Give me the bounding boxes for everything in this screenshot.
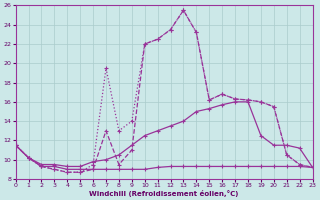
X-axis label: Windchill (Refroidissement éolien,°C): Windchill (Refroidissement éolien,°C) (89, 190, 239, 197)
